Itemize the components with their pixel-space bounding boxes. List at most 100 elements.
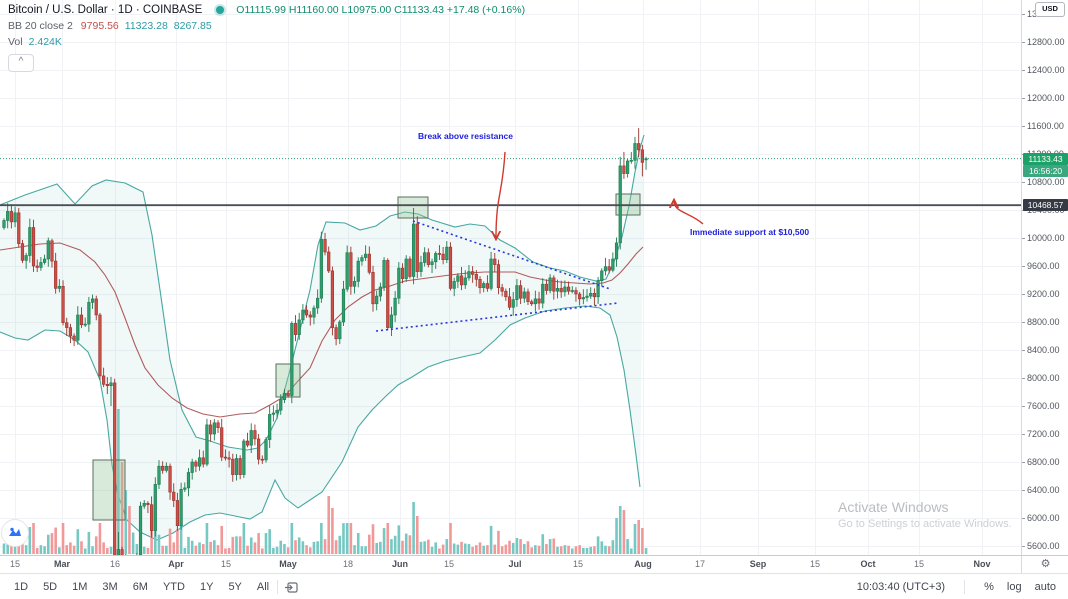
time-axis-label-15: 15 (443, 559, 455, 569)
bollinger-bands (0, 134, 645, 541)
price-axis-label: 12800.00 (1027, 37, 1065, 47)
date-range-buttons: 1D 5D 1M 3M 6M YTD 1Y 5Y All (0, 580, 271, 594)
price-axis-tick (1022, 98, 1025, 99)
range-button-1d[interactable]: 1D (14, 581, 29, 593)
axis-settings-gear-icon[interactable]: ⚙ (1021, 556, 1068, 573)
price-axis-tick (1022, 490, 1025, 491)
bottom-toolbar: 1D 5D 1M 3M 6M YTD 1Y 5Y All 10:03:40 (UTC+3) % … (0, 573, 1068, 599)
time-axis-label-aug: Aug (634, 559, 652, 569)
session-clock[interactable]: 10:03:40 (UTC+3) (856, 581, 946, 593)
price-axis-tick (1022, 70, 1025, 71)
bb-lower-value: 8267.85 (173, 20, 212, 32)
price-axis-tick (1022, 378, 1025, 379)
legend: Bitcoin / U.S. Dollar · 1D · COINBASE O1… (8, 2, 525, 72)
chart-canvas[interactable] (0, 0, 1021, 556)
toolbar-divider (277, 580, 279, 594)
range-button-5y[interactable]: 5Y (228, 581, 242, 593)
tradingview-logo-icon (9, 527, 21, 536)
price-axis-tick (1022, 462, 1025, 463)
price-axis-label: 8800.00 (1027, 317, 1060, 327)
time-axis-separator (0, 555, 1068, 556)
range-button-1y[interactable]: 1Y (199, 581, 214, 593)
price-axis-label: 8400.00 (1027, 345, 1060, 355)
go-to-date-button[interactable] (284, 580, 299, 595)
time-axis-label-jul: Jul (508, 559, 522, 569)
price-level-lines (0, 158, 1021, 207)
price-axis-tick (1022, 546, 1025, 547)
bar-countdown-tag: 16:56:20 (1023, 165, 1068, 178)
price-axis-label: 10000.00 (1027, 233, 1065, 243)
time-axis-label-mar: Mar (53, 559, 71, 569)
price-axis-tick (1022, 238, 1025, 239)
time-axis-label-15: 15 (9, 559, 21, 569)
price-axis-label: 8000.00 (1027, 373, 1060, 383)
time-axis-label-may: May (279, 559, 297, 569)
log-scale-toggle[interactable]: log (1006, 581, 1022, 593)
price-axis-label: 12400.00 (1027, 65, 1065, 75)
volume-indicator-label[interactable]: Vol (8, 36, 23, 48)
symbol-title[interactable]: Bitcoin / U.S. Dollar · 1D · COINBASE (8, 4, 203, 16)
time-axis[interactable]: 15 Mar 16 Apr 15 May 18 Jun 15 Jul 15 Aug 17 Sep 15 Oct… (0, 556, 1021, 573)
range-button-3m[interactable]: 3M (102, 581, 118, 593)
toolbar-right-group: 10:03:40 (UTC+3) % log auto (857, 580, 1068, 594)
annotation-immediate-support: Immediate support at $10,500 (690, 227, 810, 237)
range-button-ytd[interactable]: YTD (162, 581, 185, 593)
currency-usd-button[interactable]: USD (1035, 2, 1065, 17)
trendlines (375, 220, 619, 332)
price-axis-label: 9600.00 (1027, 261, 1060, 271)
price-axis-label: 5600.00 (1027, 541, 1060, 551)
time-axis-label-nov: Nov (973, 559, 991, 569)
time-axis-label-jun: Jun (391, 559, 409, 569)
time-axis-label-15: 15 (913, 559, 925, 569)
price-axis[interactable]: USD 11133.43 16:56:20 10468.57 13200.001… (1021, 0, 1068, 556)
time-axis-label-16: 16 (109, 559, 121, 569)
volume-value: 2.424K (28, 36, 62, 48)
ohlc-values: O11115.99 H11160.00 L10975.00 C11133.43 … (236, 4, 526, 16)
go-to-date-icon (285, 581, 298, 593)
time-axis-label-apr: Apr (168, 559, 184, 569)
annotation-arrows (496, 151, 704, 238)
data-source-dot-icon (216, 6, 225, 14)
bb-indicator-label[interactable]: BB 20 close 2 (8, 20, 73, 32)
price-axis-tick (1022, 406, 1025, 407)
price-axis-tick (1022, 14, 1025, 15)
annotation-break-above-resistance: Break above resistance (418, 131, 513, 141)
price-axis-label: 9200.00 (1027, 289, 1060, 299)
price-axis-label: 11600.00 (1027, 121, 1064, 131)
price-axis-tick (1022, 518, 1025, 519)
time-axis-label-oct: Oct (860, 559, 876, 569)
price-axis-tick (1022, 322, 1025, 323)
range-button-6m[interactable]: 6M (132, 581, 148, 593)
chart-pane[interactable]: Bitcoin / U.S. Dollar · 1D · COINBASE O1… (0, 0, 1021, 556)
support-level-tag: 10468.57 (1023, 199, 1068, 212)
time-axis-label-15: 15 (220, 559, 232, 569)
range-button-5d[interactable]: 5D (43, 581, 58, 593)
price-axis-tick (1022, 434, 1025, 435)
price-axis-tick (1022, 266, 1025, 267)
percent-scale-toggle[interactable]: % (984, 581, 994, 593)
price-axis-tick (1022, 42, 1025, 43)
time-axis-label-sep: Sep (749, 559, 767, 569)
price-axis-label: 6800.00 (1027, 457, 1060, 467)
time-axis-label-15: 15 (572, 559, 584, 569)
price-axis-label: 12000.00 (1027, 93, 1065, 103)
toolbar-divider-2 (964, 580, 966, 594)
time-axis-label-17: 17 (694, 559, 706, 569)
bb-basis-value: 9795.56 (80, 20, 119, 32)
time-axis-label-18: 18 (342, 559, 354, 569)
chart-svg (0, 0, 1021, 556)
price-axis-label: 6000.00 (1027, 513, 1060, 523)
price-axis-label: 6400.00 (1027, 485, 1060, 495)
range-button-1m[interactable]: 1M (72, 581, 88, 593)
auto-scale-toggle[interactable]: auto (1034, 581, 1056, 593)
price-axis-tick (1022, 294, 1025, 295)
last-price-tag: 11133.43 (1023, 152, 1068, 165)
range-button-all[interactable]: All (256, 581, 270, 593)
grid-lines (0, 0, 1021, 556)
legend-collapse-button[interactable]: ^ (8, 54, 34, 72)
tradingview-logo[interactable] (1, 519, 29, 547)
price-axis-tick (1022, 182, 1025, 183)
time-axis-label-15: 15 (809, 559, 821, 569)
price-axis-tick (1022, 350, 1025, 351)
